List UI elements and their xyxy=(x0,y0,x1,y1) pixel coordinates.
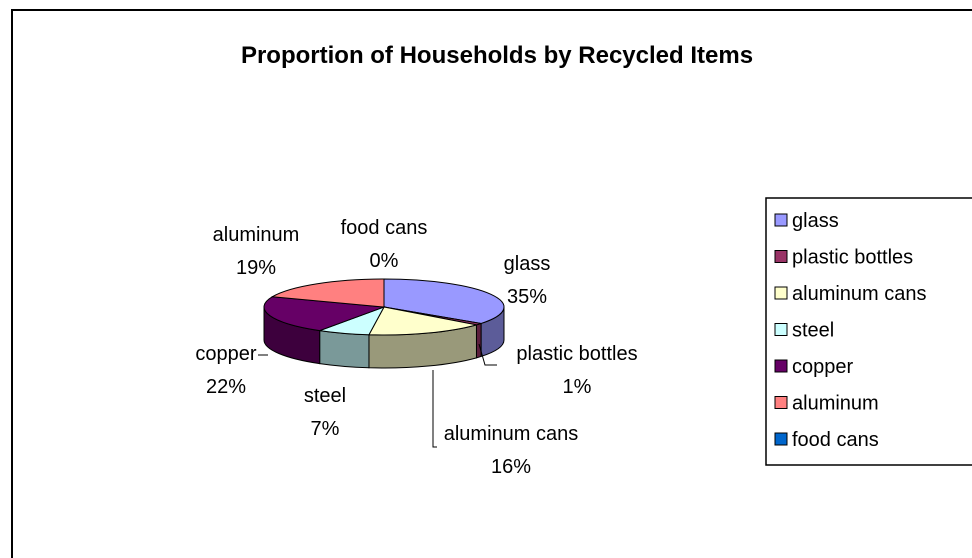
legend-label-plastic-bottles: plastic bottles xyxy=(792,247,913,269)
legend-swatch-steel xyxy=(774,323,788,336)
legend-swatch-copper xyxy=(774,359,788,373)
data-label-value-glass: 35% xyxy=(507,286,547,308)
data-label-value-copper: 22% xyxy=(206,376,246,398)
pie-slice-aluminum xyxy=(270,278,385,308)
pie-leaders xyxy=(258,343,497,448)
legend: glass plastic bottles aluminum cans steel co… xyxy=(765,197,972,466)
legend-swatch-plastic-bottles xyxy=(774,250,788,263)
data-label-value-steel: 7% xyxy=(311,418,340,440)
legend-label-aluminum: aluminum xyxy=(792,393,879,415)
pie-slice-glass xyxy=(383,278,505,324)
legend-label-aluminum-cans: aluminum cans xyxy=(792,283,927,305)
legend-swatch-glass xyxy=(774,213,788,227)
data-label-value-plastic-bottles: 1% xyxy=(563,376,592,398)
data-label-value-aluminum-cans: 16% xyxy=(491,456,531,478)
legend-label-copper: copper xyxy=(792,356,853,378)
data-label-name-copper: copper xyxy=(195,343,256,365)
leader-line-plastic-bottles xyxy=(478,343,497,366)
pie-slice-copper xyxy=(263,296,385,332)
legend-box xyxy=(765,197,972,466)
legend-swatch-food-cans xyxy=(774,432,788,446)
leader-line-aluminum-cans xyxy=(432,370,437,448)
pie-labels: glass 35% plastic bottles 1% aluminum cans 16… xyxy=(195,217,637,478)
data-label-name-glass: glass xyxy=(504,253,551,275)
pie-tops xyxy=(263,278,505,336)
data-label-name-aluminum: aluminum xyxy=(213,224,300,246)
data-label-value-food-cans: 0% xyxy=(370,250,399,272)
legend-swatch-aluminum xyxy=(774,396,788,409)
data-label-value-aluminum: 19% xyxy=(236,257,276,279)
legend-label-glass: glass xyxy=(792,210,839,232)
data-label-name-food-cans: food cans xyxy=(341,217,428,239)
legend-label-food-cans: food cans xyxy=(792,429,879,451)
legend-swatch-aluminum-cans xyxy=(774,286,788,300)
pie-side-plastic-bottles xyxy=(475,322,482,359)
data-label-name-steel: steel xyxy=(304,385,346,407)
legend-label-steel: steel xyxy=(792,320,834,342)
pie-side-steel xyxy=(319,330,370,369)
data-label-name-aluminum-cans: aluminum cans xyxy=(444,423,579,445)
chart-title: Proportion of Households by Recycled Ite… xyxy=(241,42,753,69)
data-label-name-plastic-bottles: plastic bottles xyxy=(516,343,637,365)
pie-slice-aluminum-cans xyxy=(368,306,477,336)
chart-frame xyxy=(11,9,972,558)
